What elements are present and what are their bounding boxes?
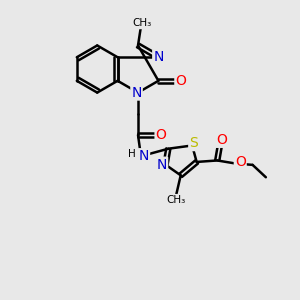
Text: O: O	[155, 128, 167, 142]
Text: N: N	[157, 158, 167, 172]
Text: S: S	[189, 136, 198, 150]
Text: N: N	[131, 85, 142, 100]
Text: N: N	[153, 50, 164, 64]
Text: CH₃: CH₃	[133, 18, 152, 28]
Text: O: O	[235, 155, 246, 169]
Text: O: O	[176, 74, 186, 88]
Text: O: O	[216, 133, 227, 147]
Text: H: H	[128, 149, 135, 159]
Text: CH₃: CH₃	[167, 195, 186, 205]
Text: N: N	[139, 149, 149, 163]
